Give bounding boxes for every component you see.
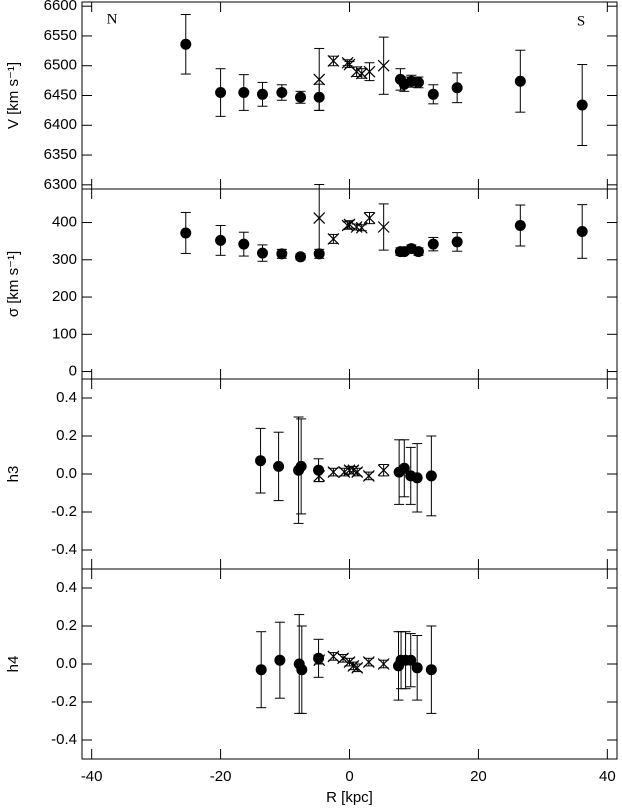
y-tick-label: 0.0 [56, 655, 77, 672]
data-point [276, 248, 288, 260]
y-tick-label: 0.0 [56, 465, 77, 482]
data-point [238, 87, 250, 99]
data-point [363, 65, 376, 78]
data-point [215, 234, 227, 246]
data-point [256, 88, 268, 100]
y-tick-label: 6350 [44, 146, 77, 163]
data-point [451, 82, 463, 94]
data-point [255, 664, 267, 676]
data-point [377, 464, 390, 477]
y-tick-label: 400 [52, 213, 77, 230]
panel-frame [81, 1, 618, 190]
data-point [327, 466, 340, 479]
data-point [411, 662, 423, 674]
data-point [180, 227, 192, 239]
y-tick-label: 0.4 [56, 579, 77, 596]
data-point [343, 218, 356, 231]
data-point [514, 220, 526, 232]
y-tick-label: 6450 [44, 86, 77, 103]
data-point [427, 238, 439, 250]
y-tick-label: -0.2 [51, 693, 77, 710]
y-tick-label: 6300 [44, 176, 77, 193]
data-point [351, 661, 364, 674]
annotation: S [577, 13, 585, 29]
data-point [238, 238, 250, 250]
x-tick-label: 40 [599, 768, 616, 785]
data-point [295, 460, 307, 472]
y-tick-label: 0 [69, 363, 77, 380]
y-tick-label: -0.4 [51, 541, 77, 558]
data-point [355, 67, 368, 80]
data-point [327, 55, 340, 67]
data-point [313, 652, 325, 664]
data-point [180, 38, 192, 50]
data-point [514, 75, 526, 87]
data-point [351, 466, 364, 479]
data-point [313, 248, 325, 260]
y-tick-label: 0.4 [56, 389, 77, 406]
panel-frame [81, 188, 618, 380]
annotation: N [107, 11, 118, 27]
data-point [427, 88, 439, 100]
data-point [295, 251, 307, 263]
data-point [276, 87, 288, 99]
data-point [313, 73, 326, 86]
data-point [377, 658, 390, 670]
x-tick-label: -40 [81, 768, 103, 785]
data-point [273, 460, 285, 472]
data-point [363, 212, 376, 224]
data-point [576, 225, 588, 237]
y-tick-label: 0.2 [56, 427, 77, 444]
y-axis-label: σ [km s⁻¹] [5, 251, 22, 317]
data-point [337, 652, 349, 665]
y-tick-label: 100 [52, 325, 77, 342]
x-axis-label: R [kpc] [326, 789, 373, 806]
data-point [398, 462, 410, 474]
data-point [327, 232, 340, 245]
y-tick-label: 6600 [44, 0, 77, 14]
data-point [412, 246, 424, 258]
y-tick-label: 200 [52, 288, 77, 305]
data-point [255, 455, 267, 467]
y-tick-label: -0.2 [51, 503, 77, 520]
data-point [451, 236, 463, 248]
data-point [313, 469, 326, 482]
data-point [362, 656, 375, 669]
y-axis-label: h4 [5, 656, 22, 673]
data-point [274, 654, 286, 666]
data-point [411, 472, 423, 484]
y-axis-label: V [km s⁻¹] [5, 62, 22, 129]
data-point [313, 212, 326, 224]
data-point [405, 654, 417, 666]
x-tick-label: 0 [345, 768, 353, 785]
y-tick-label: 6400 [44, 116, 77, 133]
data-point [377, 59, 390, 72]
data-point [295, 91, 307, 103]
y-tick-label: 0.2 [56, 617, 77, 634]
data-point [576, 99, 588, 111]
data-point [256, 247, 268, 259]
data-point [313, 654, 326, 667]
x-tick-label: 20 [470, 768, 487, 785]
y-tick-label: 300 [52, 251, 77, 268]
data-point [327, 650, 340, 663]
y-tick-label: -0.4 [51, 731, 77, 748]
x-tick-label: -20 [210, 768, 232, 785]
y-axis-label: h3 [5, 466, 22, 483]
data-point [425, 470, 437, 482]
data-point [215, 87, 227, 99]
data-point [296, 664, 308, 676]
data-point [362, 469, 375, 482]
data-point [377, 221, 390, 233]
data-point [425, 664, 437, 676]
data-point [412, 76, 424, 88]
y-tick-label: 6500 [44, 57, 77, 74]
y-tick-label: 6550 [44, 27, 77, 44]
